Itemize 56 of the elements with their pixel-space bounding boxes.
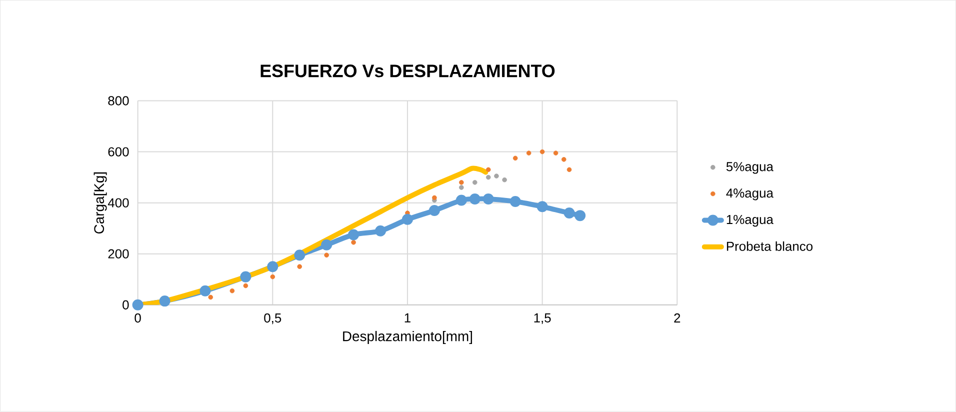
y-tick-label: 800 xyxy=(108,96,129,106)
point xyxy=(428,205,440,216)
x-tick-label: 0 xyxy=(134,314,141,323)
x-tick-label: 0,5 xyxy=(264,314,282,324)
point xyxy=(456,194,467,206)
x-tick-label: 1,5 xyxy=(534,314,551,324)
y-tick-label: 600 xyxy=(108,147,129,157)
point xyxy=(200,286,211,297)
point xyxy=(482,194,494,205)
y-tick-label: 0 xyxy=(122,300,129,310)
x-tick-label: 2 xyxy=(674,314,680,323)
point xyxy=(402,214,413,226)
point xyxy=(494,174,499,179)
point xyxy=(432,195,437,200)
point xyxy=(132,300,144,311)
point xyxy=(566,167,572,172)
y-tick-label: 200 xyxy=(108,249,129,259)
point xyxy=(540,150,545,154)
point xyxy=(486,167,491,172)
legend-label: 5%agua xyxy=(726,162,774,174)
point xyxy=(512,156,518,161)
point xyxy=(561,157,566,162)
point xyxy=(208,294,214,300)
point xyxy=(351,240,356,245)
point xyxy=(243,284,248,288)
point xyxy=(458,185,464,190)
legend-label: 4%agua xyxy=(726,188,774,200)
point xyxy=(486,175,491,180)
point xyxy=(267,261,278,272)
point xyxy=(321,240,332,251)
point xyxy=(510,196,521,208)
point xyxy=(230,288,235,294)
x-tick-label: 1 xyxy=(404,314,410,322)
point xyxy=(294,250,306,261)
point xyxy=(374,226,386,237)
point xyxy=(458,180,464,185)
point xyxy=(502,178,507,182)
point xyxy=(536,201,548,212)
point xyxy=(348,229,360,240)
legend-label: 1%agua xyxy=(726,215,774,227)
point xyxy=(270,274,276,280)
chart-title: ESFUERZO Vs DESPLAZAMIENTO xyxy=(260,64,555,78)
point xyxy=(297,264,302,270)
y-axis-title: Carga[Kg] xyxy=(94,172,107,234)
point xyxy=(553,150,558,156)
x-axis-title: Desplazamiento[mm] xyxy=(343,331,472,344)
point xyxy=(469,194,480,205)
point xyxy=(472,180,478,185)
point xyxy=(564,208,575,219)
point xyxy=(324,252,329,258)
point xyxy=(240,271,252,282)
point xyxy=(526,150,532,156)
point xyxy=(574,210,586,222)
point xyxy=(159,296,170,307)
legend-label: Probeta blanco xyxy=(726,242,813,252)
y-tick-label: 400 xyxy=(108,198,129,208)
